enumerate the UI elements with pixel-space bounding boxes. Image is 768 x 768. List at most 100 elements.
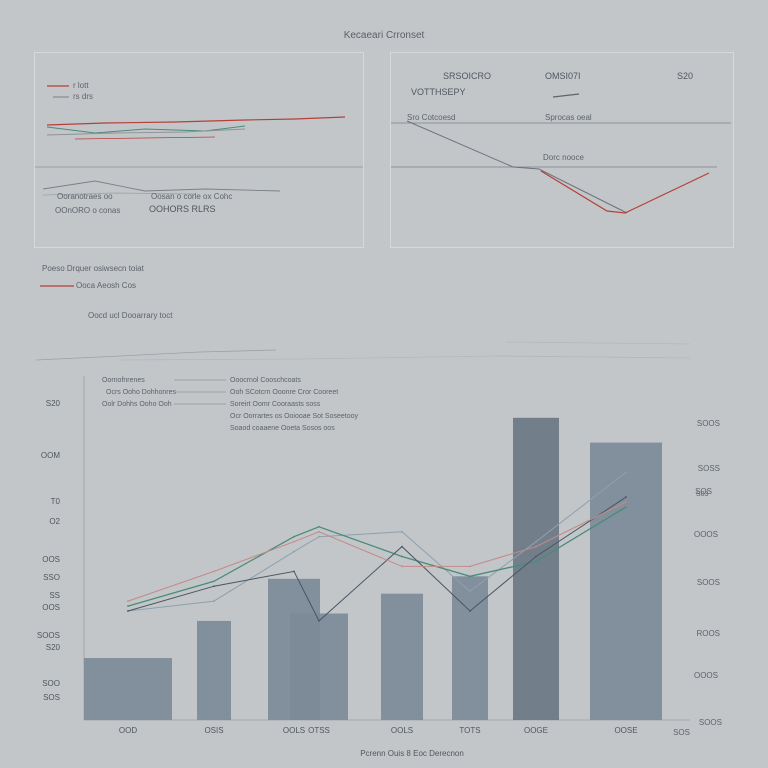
series-0-point-3 — [318, 535, 320, 538]
series-3-point-0 — [127, 600, 129, 603]
series-1-point-1 — [213, 580, 215, 583]
caption-a: Poeso Drquer osiwsecn toiat — [42, 264, 144, 273]
right-legend-swatch — [552, 93, 580, 98]
series-3-point-6 — [535, 545, 537, 548]
left-line-lower-2 — [42, 192, 196, 196]
caption-c: Oocd ucl Dooarrary toct — [88, 311, 173, 320]
caption-b-swatch — [40, 285, 74, 287]
annotation-5: Soreirt Oomr Cooraasts soss — [230, 401, 321, 408]
x-tick-label-1: OSIS — [204, 726, 223, 735]
left-line-grey — [46, 128, 246, 136]
series-line-3 — [127, 501, 627, 602]
left-label-b: Oosan o corle ox Cohc — [151, 192, 233, 201]
right-label-c: Dorc nooce — [543, 153, 584, 162]
right-label-b: Sprocas oeal — [545, 113, 592, 122]
y-tick-right-4: SOOS — [697, 578, 720, 587]
y-tick-left-2: T0 — [51, 497, 61, 506]
series-2-point-2 — [293, 570, 295, 573]
annotation-3: Ooocrnol Cooschcoats — [230, 377, 301, 384]
right-header-b: OMSI07I — [545, 71, 581, 81]
left-line-red-2 — [74, 136, 216, 140]
y-tick-right-6: OOOS — [694, 671, 718, 680]
y-tick-right-5: ROOS — [696, 629, 720, 638]
left-panel: r lott rs drs Ooranotraes oo Oosan o cor… — [34, 52, 364, 248]
separator-lines — [35, 341, 691, 361]
x-tick-label-0: OOD — [119, 726, 137, 735]
series-2-point-7 — [625, 496, 627, 498]
annotation-7: Soaod coaaene Ooeta Sosos oos — [230, 425, 335, 432]
x-axis-label: Pcrenn Ouis 8 Eoc Derecnon — [360, 749, 464, 758]
bar-0 — [84, 658, 172, 720]
series-1-point-2 — [293, 535, 295, 538]
y-tick-left-5: SSO — [43, 573, 60, 582]
series-1-point-5 — [469, 575, 471, 578]
annotation-4: Ooh SCotcrn Ooonre Cror Cooreet — [230, 389, 338, 396]
bar-5 — [452, 576, 488, 720]
series-3-point-4 — [401, 565, 403, 568]
annotation-0: Oornofnrenes — [102, 377, 145, 384]
right-header-a: SRSOICRO — [443, 71, 492, 81]
y-tick-right-7: SOOS — [699, 718, 722, 727]
y-tick-left-4: OOS — [42, 555, 60, 564]
y-tick-left-9: S20 — [46, 643, 61, 652]
series-0-point-1 — [213, 600, 215, 603]
series-1-point-7 — [625, 506, 627, 508]
left-line-red — [46, 116, 346, 126]
series-2-point-6 — [535, 555, 537, 558]
right-line-red — [540, 170, 710, 214]
right-panel: SRSOICRO OMSI07I S20 VOTTHSEPY Sro Cotco… — [390, 52, 734, 248]
legend-label-2: rs drs — [73, 92, 93, 101]
bar-1 — [197, 620, 231, 720]
series-2-point-5 — [469, 610, 471, 612]
series-1-point-6 — [535, 560, 537, 563]
left-panel-plot — [35, 85, 363, 196]
bar-6 — [513, 417, 559, 720]
series-1-point-4 — [401, 555, 403, 558]
series-3-point-1 — [213, 570, 215, 573]
series-2-point-4 — [401, 545, 403, 548]
y-tick-right-0: SOOS — [697, 419, 720, 428]
y-tick-left-8: SOOS — [37, 631, 60, 640]
series-2-point-3 — [318, 620, 320, 622]
bar-7 — [590, 442, 662, 720]
y-tick-left-6: SS — [49, 591, 60, 600]
x-tick-label-5: TOTS — [459, 726, 480, 735]
y-tick-left-1: OOM — [41, 451, 60, 460]
left-line-teal — [46, 125, 246, 134]
bar-4 — [381, 593, 423, 720]
series-0-point-7 — [625, 471, 627, 474]
series-line-1 — [127, 506, 627, 607]
right-label-a: Sro Cotcoesd — [407, 113, 456, 122]
caption-b: Ooca Aeosh Cos — [76, 281, 137, 290]
series-0-point-2 — [293, 550, 295, 553]
left-label-a: Ooranotraes oo — [57, 192, 113, 201]
y-tick-left-0: S20 — [46, 399, 61, 408]
series-3-point-3 — [318, 530, 320, 533]
right-line-grey — [406, 120, 628, 214]
y-tick-right-8: SOS — [673, 728, 690, 737]
series-3-point-7 — [625, 501, 627, 503]
series-2-point-0 — [127, 610, 129, 612]
bar-3 — [290, 613, 348, 720]
x-tick-label-3: OTSS — [308, 726, 330, 735]
annotation-8: S03 — [696, 491, 709, 498]
right-header-c: S20 — [677, 71, 694, 81]
series-1-point-3 — [318, 525, 320, 528]
y-tick-left-3: O2 — [49, 517, 60, 526]
series-2-point-1 — [213, 585, 215, 588]
y-tick-right-1: SOSS — [698, 464, 720, 473]
left-label-c: OOnORO o conas — [55, 206, 121, 215]
series-0-point-5 — [469, 590, 471, 593]
right-subheader: VOTTHSEPY — [411, 87, 466, 97]
x-tick-label-6: OOGE — [524, 726, 548, 735]
annotation-1: Ocrs Ooho Dohhonres — [106, 389, 177, 396]
series-0-point-6 — [535, 540, 537, 543]
x-tick-label-7: OOSE — [614, 726, 637, 735]
series-1-point-0 — [127, 605, 129, 607]
main-bar-chart: OOD OSIS OOLS OTSS OOLS TOTS OOGE OOSES20OOMT0O… — [37, 376, 722, 758]
y-tick-left-11: SOS — [43, 693, 60, 702]
legend-label-1: r lott — [73, 81, 89, 90]
left-line-lower-1 — [42, 180, 281, 192]
annotation-2: Oolr Dohhs Ooho Ooh — [102, 401, 172, 408]
series-line-2 — [127, 496, 627, 622]
